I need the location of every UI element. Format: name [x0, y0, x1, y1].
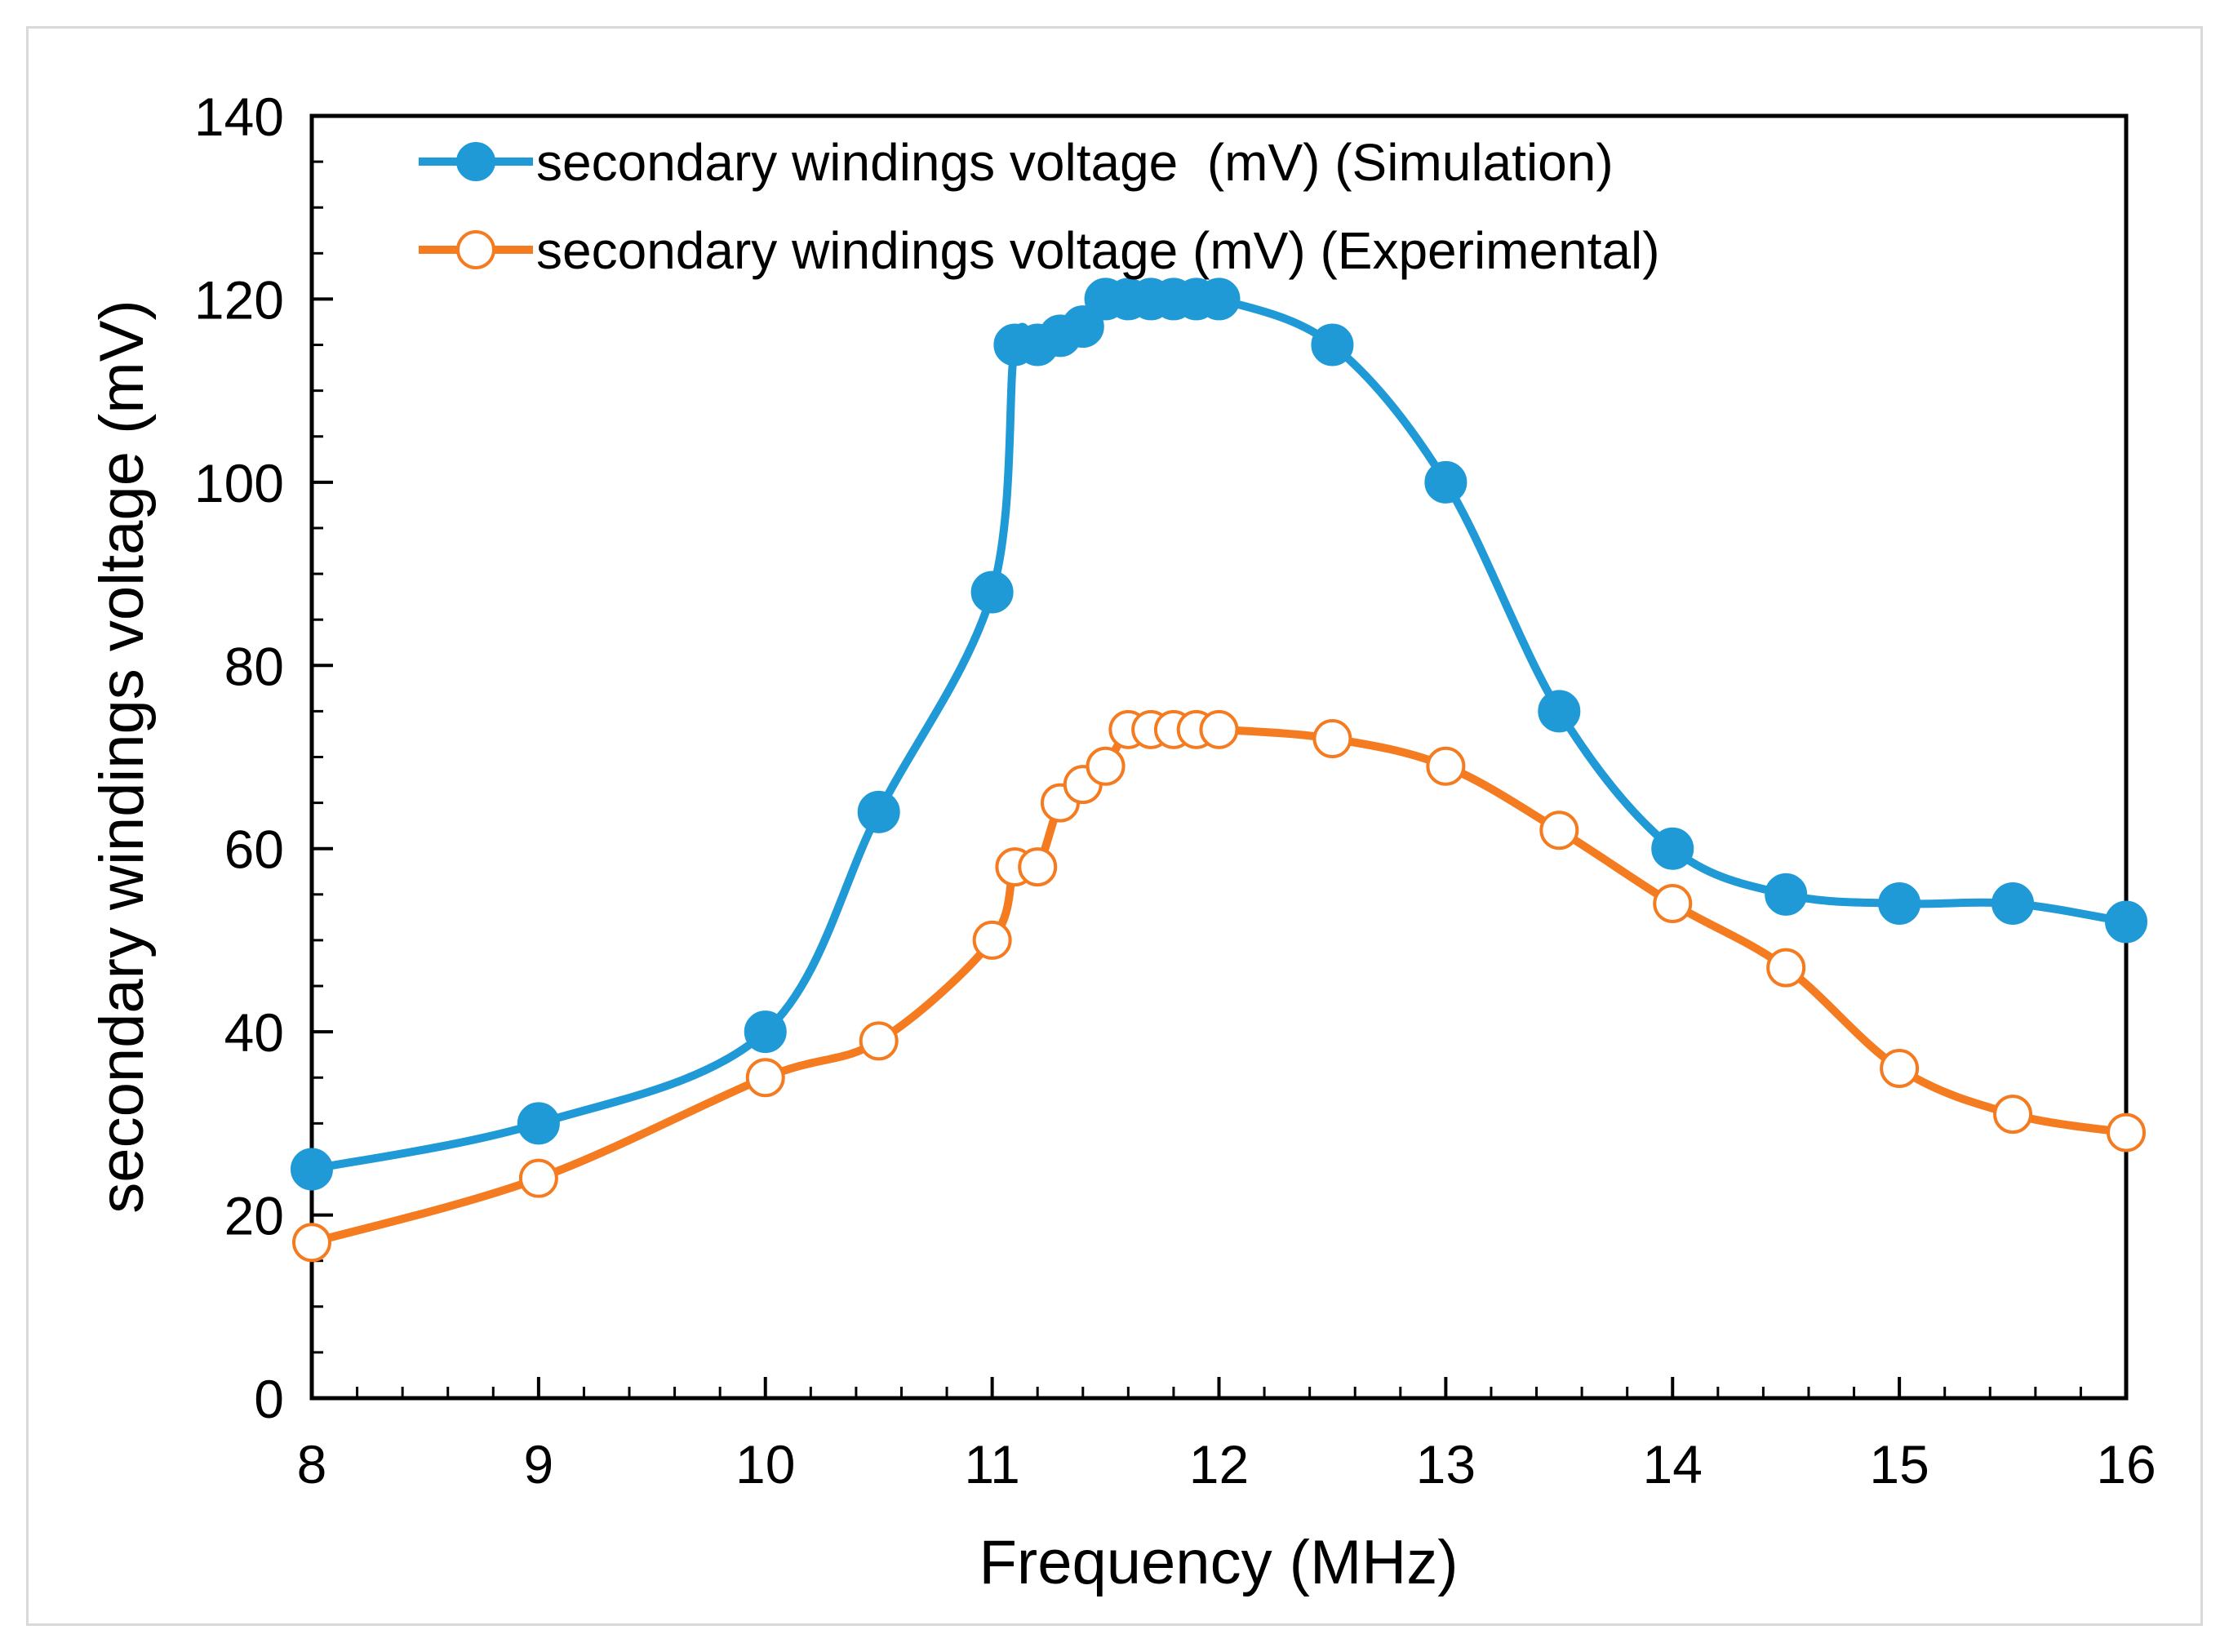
data-point-simulation — [1197, 278, 1241, 321]
x-axis-title: Frequency (MHz) — [979, 1528, 1459, 1597]
data-point-simulation — [1765, 873, 1808, 916]
data-point-experimental — [745, 1058, 785, 1098]
y-tick-label: 0 — [254, 1369, 284, 1429]
figure-frame: 8 9 10 11 12 13 14 15 16 0 20 40 60 80 100 120 140 Freq… — [26, 26, 2203, 1626]
data-point-experimental — [1086, 746, 1126, 786]
y-tick-label: 120 — [194, 269, 284, 330]
data-point-simulation — [517, 1102, 560, 1145]
data-point-simulation — [1991, 882, 2035, 926]
y-tick-label: 80 — [224, 636, 284, 696]
data-point-simulation — [291, 1148, 333, 1191]
x-tick-label: 15 — [1869, 1434, 1929, 1494]
data-point-simulation — [2105, 900, 2147, 944]
data-point-simulation — [1061, 305, 1104, 349]
x-tick-label: 12 — [1189, 1434, 1249, 1494]
data-point-experimental — [1653, 884, 1693, 924]
x-tick-label: 9 — [524, 1434, 554, 1494]
data-point-simulation — [857, 790, 900, 833]
x-tick-label: 14 — [1643, 1434, 1703, 1494]
y-tick-label: 60 — [224, 819, 284, 880]
data-point-experimental — [972, 920, 1012, 960]
series-line-experimental — [308, 722, 2130, 1247]
x-tick-label: 16 — [2096, 1434, 2156, 1494]
data-point-simulation — [1424, 460, 1467, 504]
x-tick-label: 10 — [735, 1434, 795, 1494]
line-chart: 8 9 10 11 12 13 14 15 16 0 20 40 60 80 100 120 140 Freq… — [87, 87, 2156, 1597]
x-tick-label: 8 — [297, 1434, 327, 1494]
data-point-simulation — [1538, 690, 1581, 733]
data-point-experimental — [1880, 1049, 1920, 1089]
legend-simulation-marker — [456, 142, 495, 181]
data-point-experimental — [859, 1021, 899, 1061]
data-point-experimental — [1312, 719, 1352, 759]
data-point-simulation — [1651, 827, 1694, 870]
x-axis-ticks: 8 9 10 11 12 13 14 15 16 — [297, 1377, 2156, 1494]
data-point-experimental — [1993, 1095, 2033, 1135]
data-point-experimental — [2107, 1112, 2146, 1152]
data-point-simulation — [744, 1010, 787, 1054]
y-tick-label: 40 — [224, 1002, 284, 1063]
y-axis-title: secondary windings voltage (mV) — [87, 300, 157, 1213]
data-point-experimental — [518, 1158, 558, 1198]
data-point-simulation — [1311, 323, 1354, 366]
data-point-simulation — [1878, 882, 1921, 926]
legend-experimental-label: secondary windings voltage (mV) (Experim… — [536, 221, 1660, 280]
legend: secondary windings voltage (mV) (Simulat… — [419, 133, 1660, 280]
y-axis-ticks: 0 20 40 60 80 100 120 140 — [194, 87, 333, 1429]
data-point-simulation — [970, 571, 1014, 614]
y-tick-label: 20 — [224, 1186, 284, 1246]
data-point-experimental — [292, 1223, 331, 1263]
y-tick-label: 100 — [194, 453, 284, 513]
data-point-experimental — [1018, 847, 1058, 887]
data-point-experimental — [1199, 709, 1239, 749]
legend-simulation-label: secondary windings voltage (mV) (Simulat… — [536, 133, 1614, 192]
x-tick-label: 11 — [964, 1434, 1020, 1494]
data-point-experimental — [1539, 810, 1579, 850]
legend-experimental-marker — [456, 230, 495, 269]
series-layer — [291, 278, 2147, 1263]
x-tick-label: 13 — [1416, 1434, 1476, 1494]
data-point-experimental — [1766, 948, 1806, 988]
y-tick-label: 140 — [194, 87, 284, 147]
data-point-experimental — [1426, 746, 1466, 786]
